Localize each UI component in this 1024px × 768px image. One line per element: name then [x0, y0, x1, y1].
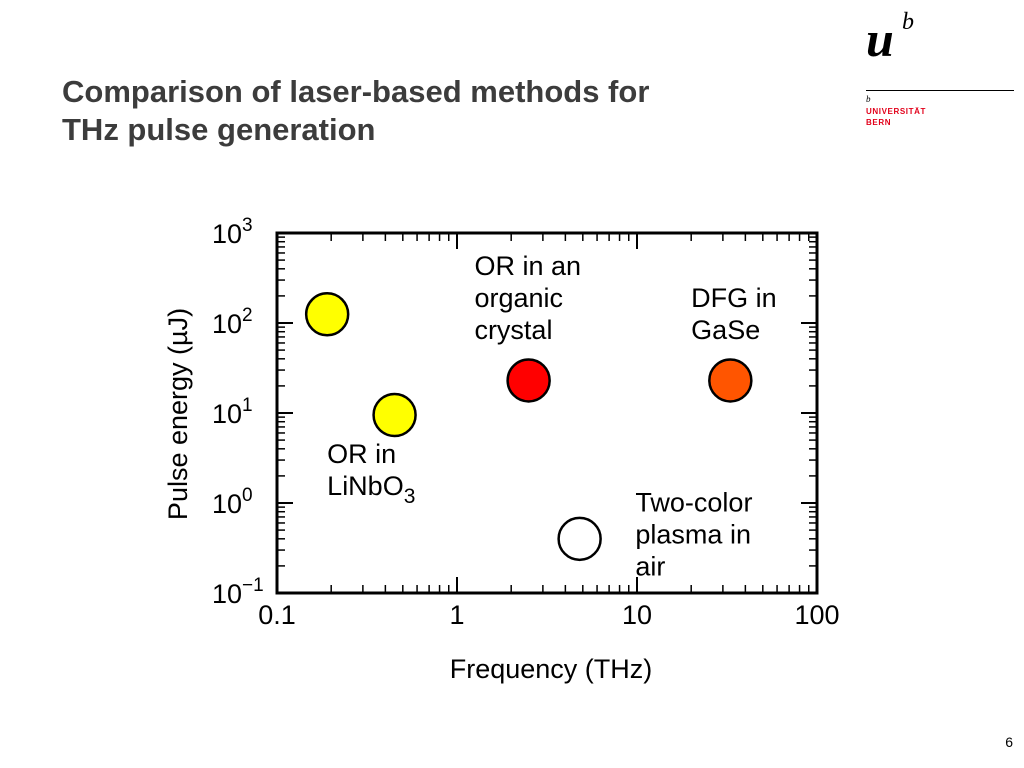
x-tick-label: 1 — [449, 600, 464, 630]
data-point-two-color-plasma — [557, 516, 602, 562]
data-point-or-linbo3-a — [304, 292, 350, 337]
data-point-or-linbo3-b — [372, 392, 417, 438]
logo-u-mark: u — [866, 11, 894, 67]
annotation-or-linbo3-line: OR in — [327, 439, 396, 469]
y-tick-label: 10−1 — [212, 575, 264, 609]
y-tick-label: 101 — [212, 395, 253, 429]
slide-title-line1: Comparison of laser-based methods for — [62, 74, 650, 109]
annotation-or-linbo3-line: LiNbO3 — [327, 471, 415, 508]
slide-title: Comparison of laser-based methods for TH… — [62, 73, 802, 149]
logo-small-b: b — [866, 94, 871, 104]
y-tick-label: 102 — [212, 305, 253, 339]
x-tick-label: 0.1 — [258, 600, 296, 630]
university-logo: u b b UNIVERSITÄT BERN — [866, 10, 1014, 130]
data-point-dfg-gase — [708, 358, 753, 403]
page-number: 6 — [1005, 734, 1013, 750]
logo-b-mark: b — [902, 9, 914, 35]
x-tick-label: 100 — [794, 600, 839, 630]
annotation-two-color-plasma-line: Two-color — [635, 488, 752, 518]
logo-wordmark-line1: UNIVERSITÄT — [866, 107, 926, 116]
annotation-or-organic-line: OR in an — [474, 251, 581, 281]
data-point-or-organic — [506, 358, 551, 403]
logo-wordmark-line2: BERN — [866, 118, 892, 127]
x-axis-label: Frequency (THz) — [450, 654, 653, 684]
annotation-two-color-plasma-line: air — [635, 552, 665, 582]
y-tick-label: 100 — [212, 485, 253, 519]
annotation-or-organic-line: organic — [474, 283, 563, 313]
logo-wordmark: UNIVERSITÄT BERN — [866, 106, 926, 128]
annotation-two-color-plasma-line: plasma in — [635, 520, 751, 550]
logo-divider — [866, 90, 1014, 91]
annotation-dfg-gase-line: DFG in — [691, 283, 777, 313]
annotation-dfg-gase-line: GaSe — [691, 315, 760, 345]
annotation-or-organic-line: crystal — [474, 315, 552, 345]
y-tick-label: 103 — [212, 215, 253, 249]
x-tick-label: 10 — [622, 600, 652, 630]
slide-title-line2: THz pulse generation — [62, 112, 376, 147]
y-axis-label: Pulse energy (µJ) — [163, 308, 193, 520]
